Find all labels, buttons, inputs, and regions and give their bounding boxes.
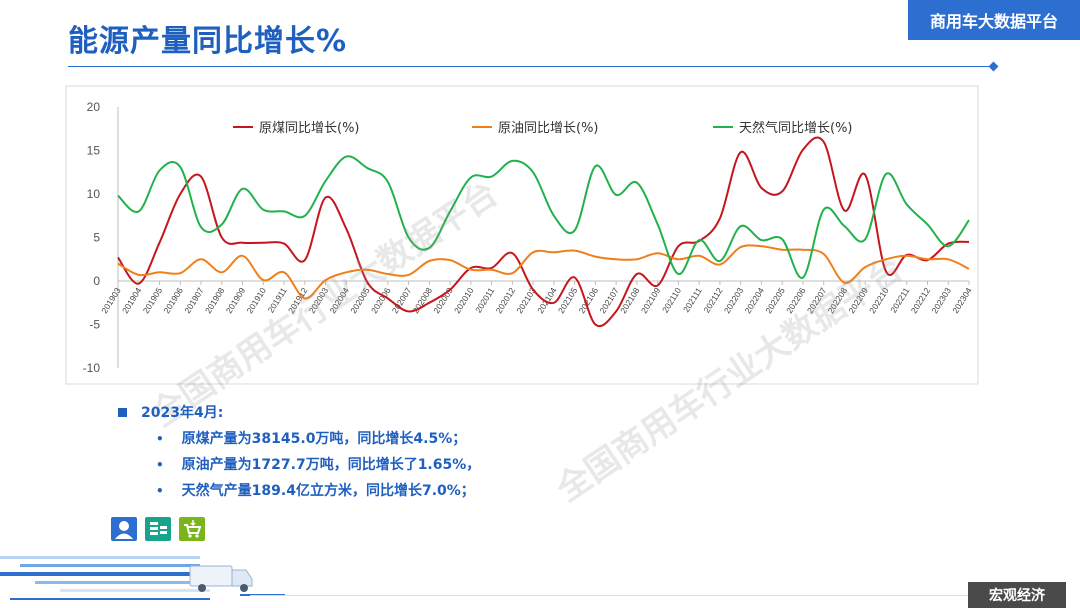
- summary-block: 2023年4月: • 原煤产量为38145.0万吨，同比增长4.5%； • 原油产量…: [118, 402, 480, 504]
- coins-icon: [144, 516, 172, 542]
- plot-frame: [65, 85, 979, 385]
- y-tick-label: 10: [87, 187, 101, 201]
- summary-item-text: 天然气产量189.4亿立方米，同比增长7.0%；: [181, 483, 475, 499]
- y-tick-label: 15: [87, 144, 101, 158]
- x-tick-label: 202303: [929, 286, 953, 316]
- x-tick-label: 201908: [203, 286, 227, 316]
- summary-item-oil: • 原油产量为1727.7万吨，同比增长了1.65%，: [156, 452, 480, 478]
- x-tick-label: 202204: [743, 286, 767, 316]
- icon-row: [110, 516, 206, 542]
- platform-brand-badge: 商用车大数据平台: [908, 0, 1080, 40]
- x-tick-label: 202110: [660, 286, 683, 315]
- x-tick-label: 201903: [99, 286, 123, 316]
- bullet-dot-icon: •: [156, 484, 164, 498]
- x-tick-label: 202109: [639, 286, 663, 316]
- series-line-coal: [117, 136, 970, 328]
- truck-banner-icon: [0, 556, 285, 600]
- summary-heading: 2023年4月:: [118, 402, 480, 422]
- y-tick-label: 0: [93, 274, 100, 288]
- footer-divider: [250, 595, 968, 596]
- x-tick-label: 201909: [224, 286, 248, 316]
- summary-heading-text: 2023年4月:: [141, 405, 224, 421]
- summary-item-text: 原油产量为1727.7万吨，同比增长了1.65%，: [181, 457, 481, 473]
- header-divider: [68, 66, 994, 67]
- x-tick-label: 202012: [494, 286, 518, 316]
- legend-label-oil: 原油同比增长(%): [498, 121, 599, 136]
- x-tick-label: 202105: [556, 286, 580, 316]
- x-tick-label: 202203: [722, 286, 746, 316]
- summary-item-gas: • 天然气产量189.4亿立方米，同比增长7.0%；: [156, 478, 480, 504]
- cart-icon: [178, 516, 206, 542]
- summary-item-text: 原煤产量为38145.0万吨，同比增长4.5%；: [181, 431, 467, 447]
- legend-label-gas: 天然气同比增长(%): [739, 120, 853, 136]
- x-tick-label: 201905: [141, 286, 165, 316]
- x-tick-label: 202304: [950, 286, 974, 316]
- energy-yoy-line-chart: -10-505101520201903201904201905201906201…: [65, 85, 979, 385]
- x-tick-label: 201904: [120, 286, 144, 316]
- y-tick-label: -10: [83, 361, 101, 375]
- page-title: 能源产量同比增长%: [68, 24, 348, 59]
- legend-label-coal: 原煤同比增长(%): [259, 121, 360, 136]
- square-bullet-icon: [118, 407, 127, 417]
- worker-icon: [110, 516, 138, 542]
- summary-list: • 原煤产量为38145.0万吨，同比增长4.5%； • 原油产量为1727.7万吨…: [118, 426, 480, 504]
- x-tick-label: 202104: [535, 286, 559, 316]
- x-tick-label: 201907: [182, 286, 206, 316]
- y-tick-label: -5: [89, 318, 100, 332]
- bullet-dot-icon: •: [156, 432, 164, 446]
- series-line-gas: [117, 155, 970, 279]
- x-tick-label: 202212: [909, 286, 933, 316]
- x-tick-label: 201906: [161, 286, 185, 316]
- bullet-dot-icon: •: [156, 458, 164, 472]
- summary-item-coal: • 原煤产量为38145.0万吨，同比增长4.5%；: [156, 426, 480, 452]
- x-tick-label: 202010: [452, 286, 476, 316]
- y-tick-label: 5: [93, 231, 100, 245]
- series-line-oil: [117, 244, 970, 300]
- section-footer-badge: 宏观经济: [968, 582, 1066, 608]
- y-tick-label: 20: [87, 100, 101, 114]
